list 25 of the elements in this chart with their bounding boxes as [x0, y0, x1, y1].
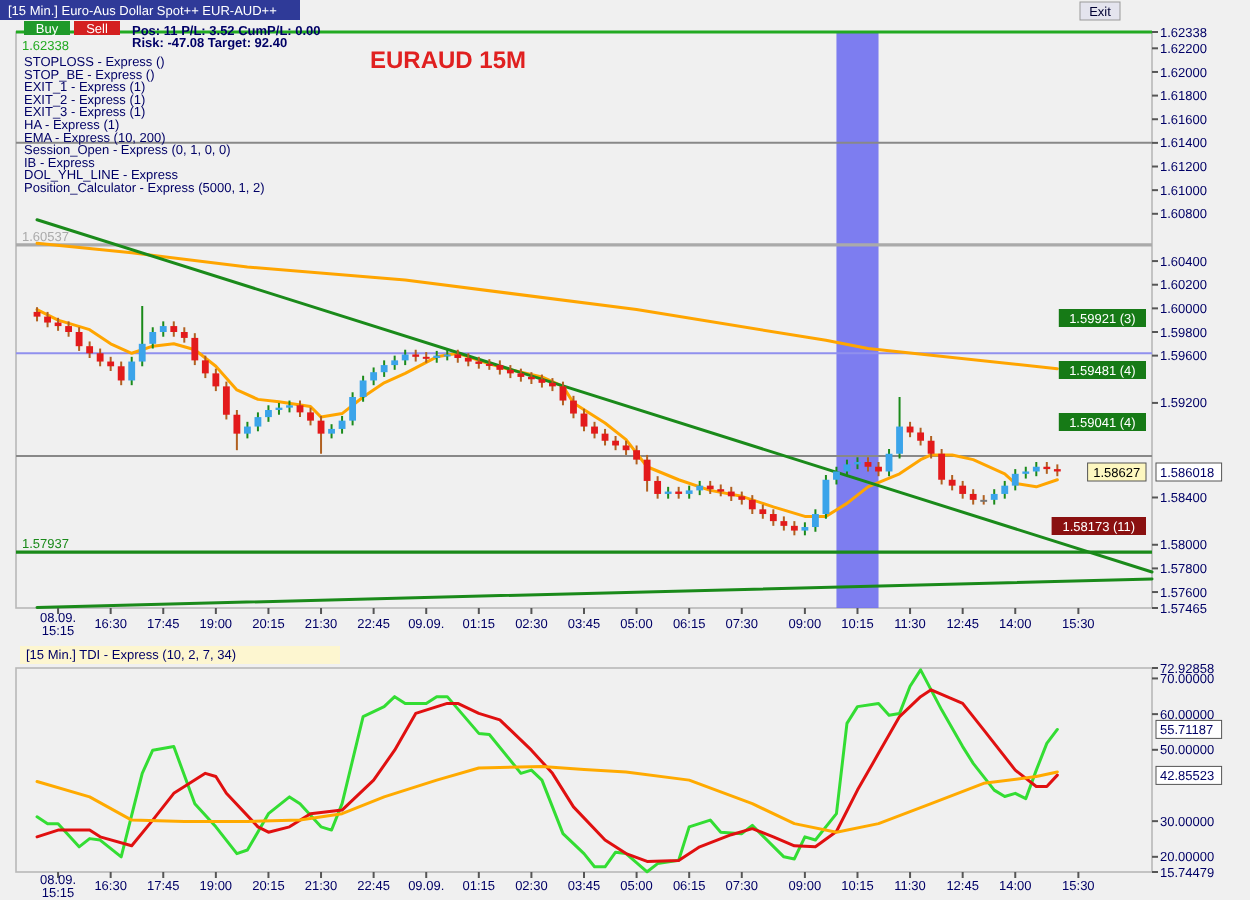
candlestick	[811, 508, 819, 533]
candlestick	[633, 444, 641, 466]
candlestick	[570, 394, 577, 420]
candlestick	[201, 354, 209, 380]
candlestick	[643, 453, 651, 493]
candlestick	[927, 435, 935, 460]
candlestick	[254, 411, 262, 433]
candlestick	[938, 448, 946, 486]
candlestick	[349, 391, 357, 427]
candlestick	[654, 475, 662, 500]
candlestick	[222, 380, 230, 421]
candlestick	[191, 332, 199, 367]
text: EURAUD 15M	[370, 46, 527, 74]
candlestick	[233, 409, 241, 452]
candlestick	[75, 326, 83, 352]
candlestick	[212, 367, 220, 393]
candlestick	[128, 355, 136, 387]
candlestick	[1011, 468, 1019, 492]
candlestick	[748, 494, 756, 516]
candlestick	[138, 304, 146, 368]
candlestick	[359, 374, 367, 403]
candlestick	[559, 380, 567, 407]
candlestick	[117, 360, 125, 387]
candlestick	[896, 396, 903, 460]
candlestick	[149, 326, 157, 350]
